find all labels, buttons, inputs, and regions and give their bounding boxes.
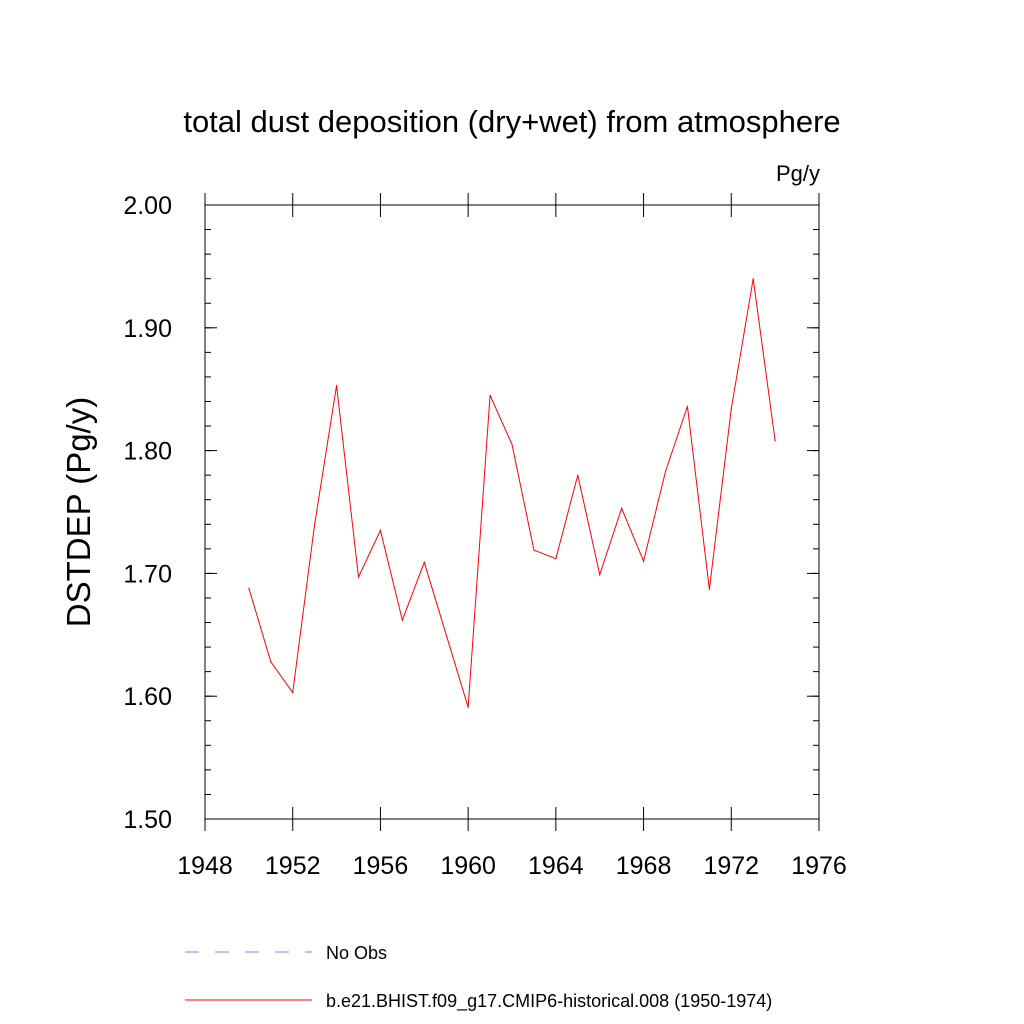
data-point [555, 558, 557, 560]
legend-label: No Obs [326, 943, 387, 963]
data-point [379, 529, 382, 532]
y-tick-label: 1.50 [123, 806, 172, 834]
y-tick-label: 1.70 [123, 560, 172, 588]
x-tick-label: 1968 [616, 852, 672, 880]
data-point [335, 384, 338, 387]
data-point [292, 691, 294, 694]
series-layer [248, 278, 776, 708]
units-label: Pg/y [776, 161, 820, 186]
y-axis-label: DSTDEP (Pg/y) [60, 397, 97, 627]
data-point [357, 576, 360, 578]
data-point [489, 394, 491, 396]
data-point [708, 588, 710, 590]
x-tick-label: 1952 [265, 852, 321, 880]
data-point [533, 549, 535, 551]
legend: No Obs b.e21.BHIST.f09_g17.CMIP6-historic… [185, 943, 772, 1012]
data-point [401, 619, 403, 621]
data-point [445, 634, 447, 636]
tick-labels: 1948 1952 1956 1960 1964 1968 1972 1976 1.50 1.60… [123, 192, 846, 880]
data-point [314, 523, 316, 525]
data-point [270, 661, 272, 663]
x-tick-label: 1972 [703, 852, 759, 880]
y-tick-label: 1.80 [123, 438, 172, 466]
data-point [730, 408, 732, 410]
x-tick-label: 1948 [177, 852, 233, 880]
data-point [774, 440, 776, 442]
data-point [511, 443, 513, 446]
data-point [467, 706, 469, 708]
legend-label: b.e21.BHIST.f09_g17.CMIP6-historical.008… [326, 991, 772, 1012]
data-point [599, 574, 601, 576]
data-point [423, 561, 425, 563]
series-line [248, 278, 776, 708]
data-point [248, 587, 250, 589]
data-point [686, 405, 689, 407]
data-point [642, 560, 645, 562]
x-tick-label: 1964 [528, 852, 584, 880]
plot-frame [204, 204, 820, 820]
x-tick-label: 1956 [353, 852, 409, 880]
y-tick-label: 2.00 [123, 192, 172, 220]
data-point [621, 507, 623, 509]
data-point [664, 470, 667, 473]
data-point [752, 278, 754, 280]
chart-title: total dust deposition (dry+wet) from atm… [183, 104, 840, 139]
x-tick-label: 1960 [440, 852, 496, 880]
axis-ticks [204, 193, 820, 831]
x-tick-label: 1976 [791, 852, 847, 880]
y-tick-label: 1.90 [123, 315, 172, 343]
data-point [577, 474, 579, 476]
y-tick-label: 1.60 [123, 683, 172, 711]
